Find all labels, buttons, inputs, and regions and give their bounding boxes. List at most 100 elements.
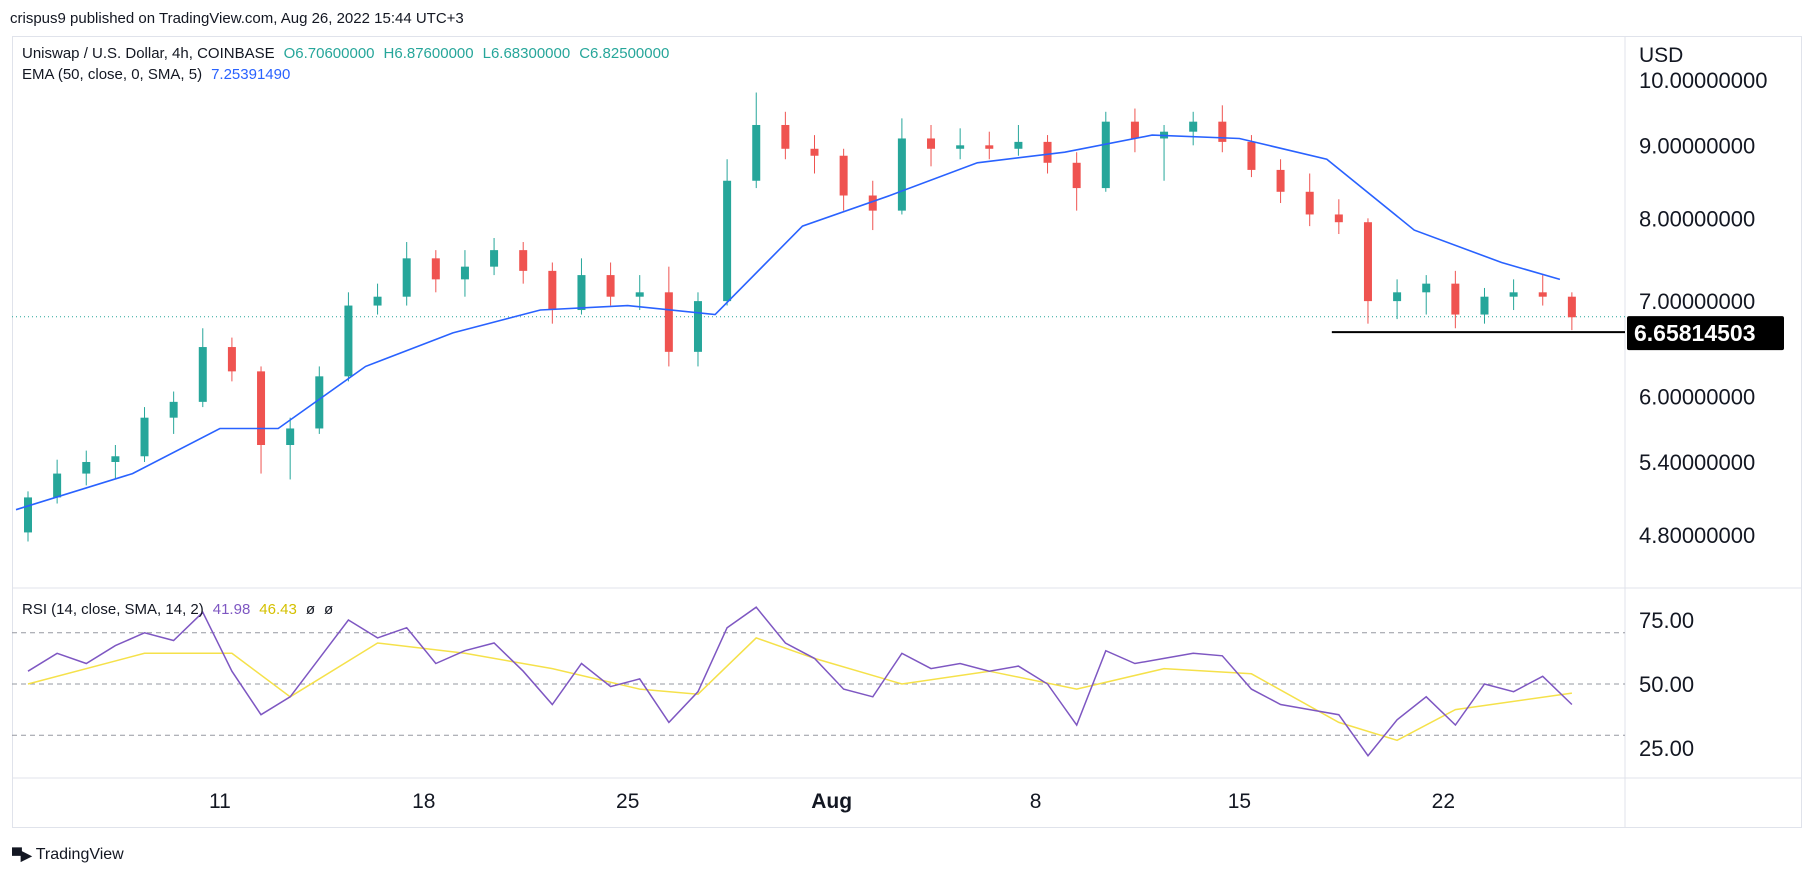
candle-body xyxy=(111,456,120,462)
candle-body xyxy=(1451,283,1460,315)
price-tick-label: 6.00000000 xyxy=(1639,385,1755,410)
candle-body xyxy=(927,138,936,149)
rsi-extra-1: ø xyxy=(305,601,316,618)
candle-body xyxy=(257,371,266,445)
chart-frame xyxy=(12,36,1802,828)
price-tag-label: 6.65814503 xyxy=(1634,320,1756,346)
price-tick-label: 8.00000000 xyxy=(1639,206,1755,231)
candle-body xyxy=(24,497,32,533)
candle-body xyxy=(490,250,499,267)
rsi-tick-label: 75.00 xyxy=(1639,608,1694,633)
time-tick-label: 22 xyxy=(1432,790,1455,813)
rsi-pane xyxy=(12,632,1625,736)
candle-body xyxy=(1072,162,1081,189)
candle-body xyxy=(1130,121,1139,139)
ema-value: 7.25391490 xyxy=(211,66,291,83)
candle-body xyxy=(781,124,790,149)
candle-body xyxy=(431,258,440,280)
time-tick-label: Aug xyxy=(811,790,852,813)
price-tag: 6.65814503 xyxy=(1627,316,1784,351)
candle-body xyxy=(344,305,353,377)
footer-brand-label: TradingView xyxy=(35,846,124,863)
candle-body xyxy=(1538,292,1547,297)
price-tick-label: 7.00000000 xyxy=(1639,289,1755,314)
candle-body xyxy=(635,292,644,297)
time-tick-label: 11 xyxy=(209,790,231,813)
candle-body xyxy=(1101,121,1110,189)
candle-body xyxy=(868,195,877,211)
candle-body xyxy=(548,270,557,311)
ohlc-open: O6.70600000 xyxy=(283,45,375,62)
rsi-sma-value: 46.43 xyxy=(259,601,297,618)
candle-body xyxy=(839,155,848,196)
candle-body xyxy=(460,266,469,280)
candle-body xyxy=(664,292,673,352)
rsi-tick-label: 25.00 xyxy=(1639,736,1694,761)
candle-body xyxy=(1043,141,1052,163)
candle-body xyxy=(810,148,819,156)
price-pane xyxy=(12,36,1801,828)
rsi-axis: 25.00 50.00 75.00 xyxy=(1639,608,1694,761)
main-legend-row-2: EMA (50, close, 0, SMA, 5) 7.25391490 xyxy=(22,66,299,83)
price-tick-label: 5.40000000 xyxy=(1639,450,1755,475)
candle-body xyxy=(315,376,324,429)
time-axis: 11 18 25 Aug 8 15 22 xyxy=(209,790,1455,813)
rsi-value: 41.98 xyxy=(212,601,251,618)
candle-body xyxy=(1422,283,1431,293)
candle-body xyxy=(1567,296,1576,318)
tradingview-logo-icon: ▀▶ xyxy=(12,846,32,863)
candle-body xyxy=(402,258,411,297)
candle-body xyxy=(53,473,62,498)
candle-body xyxy=(1276,169,1285,192)
candle-body xyxy=(227,347,236,372)
rsi-line xyxy=(27,606,1573,757)
candle-body xyxy=(1247,141,1256,170)
candle-body xyxy=(198,347,207,402)
candle-body xyxy=(519,250,528,271)
rsi-sma-line xyxy=(27,637,1573,742)
price-tick-label: 9.00000000 xyxy=(1639,133,1755,158)
candle-body xyxy=(1334,214,1343,223)
candle-body xyxy=(723,180,732,302)
candle-body xyxy=(1509,292,1518,297)
candle-body xyxy=(169,401,178,418)
candle-body xyxy=(985,145,994,149)
candle-body xyxy=(752,124,761,181)
candle-body xyxy=(1014,141,1023,149)
price-tick-label: 4.80000000 xyxy=(1639,523,1755,548)
ohlc-high: H6.87600000 xyxy=(383,45,474,62)
time-tick-label: 8 xyxy=(1030,790,1042,813)
candle-body xyxy=(693,301,702,352)
candle-body xyxy=(606,275,615,297)
candle-body xyxy=(1393,292,1402,302)
time-tick-label: 18 xyxy=(412,790,435,813)
candle-body xyxy=(82,461,91,474)
rsi-label: RSI (14, close, SMA, 14, 2) xyxy=(22,601,204,618)
candle-body xyxy=(1218,121,1227,142)
ema-label: EMA (50, close, 0, SMA, 5) xyxy=(22,66,203,83)
ohlc-close: C6.82500000 xyxy=(579,45,670,62)
time-tick-label: 25 xyxy=(616,790,639,813)
candlestick-series xyxy=(24,92,1576,542)
ohlc-low: L6.68300000 xyxy=(482,45,571,62)
rsi-legend: RSI (14, close, SMA, 14, 2) 41.98 46.43 ø ø xyxy=(22,601,342,618)
candle-body xyxy=(140,417,149,457)
main-legend-row-1: Uniswap / U.S. Dollar, 4h, COINBASE O6.70… xyxy=(22,45,678,62)
candle-body xyxy=(1189,121,1198,132)
publisher-byline: crispus9 published on TradingView.com, A… xyxy=(10,10,464,27)
price-axis-unit: USD xyxy=(1639,44,1683,67)
candle-body xyxy=(897,138,906,211)
candle-body xyxy=(956,145,965,149)
candle-body xyxy=(1480,296,1489,315)
price-tag-box xyxy=(1627,316,1784,351)
candle-body xyxy=(1363,222,1372,302)
price-tick-label: 10.00000000 xyxy=(1639,68,1767,93)
candle-body xyxy=(577,275,586,311)
time-tick-label: 15 xyxy=(1228,790,1251,813)
ema-line xyxy=(15,134,1561,511)
candle-body xyxy=(373,296,382,306)
candle-body xyxy=(1305,191,1314,215)
footer-brand[interactable]: ▀▶ TradingView xyxy=(12,846,124,864)
price-axis: 4.80000000 5.40000000 6.00000000 7.00000000… xyxy=(1639,68,1767,548)
